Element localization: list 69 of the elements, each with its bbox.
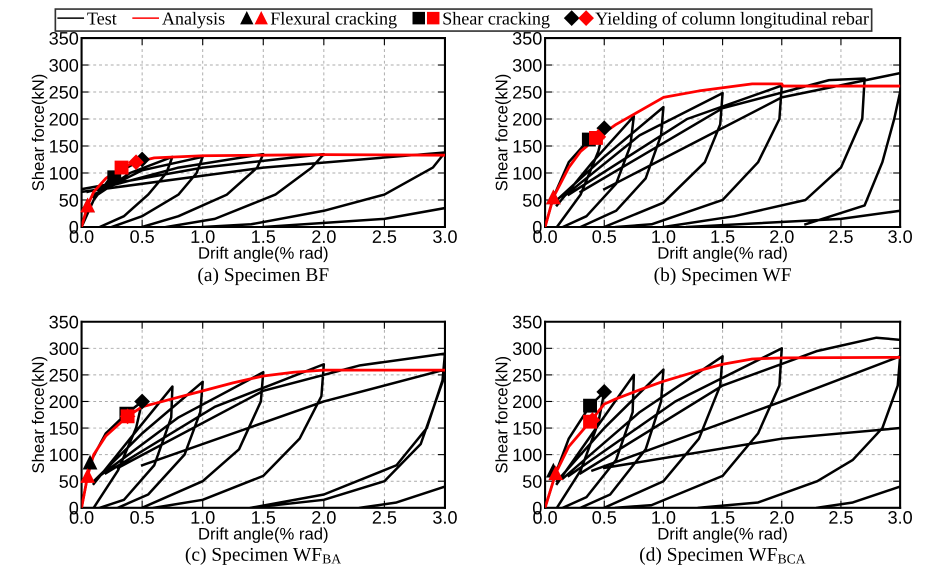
y-tick-label: 350 bbox=[512, 32, 542, 45]
text: (b) Specimen WF bbox=[654, 268, 791, 286]
x-tick-label: 2.5 bbox=[372, 511, 396, 524]
y-tick-label: 150 bbox=[50, 140, 78, 153]
y-tick-label: 250 bbox=[513, 86, 542, 99]
x-tick-label: 1.0 bbox=[652, 511, 676, 524]
y-tick-label: 350 bbox=[49, 316, 78, 328]
y-axis-title: Shear force(kN) bbox=[495, 356, 511, 473]
y-tick-label: 150 bbox=[514, 422, 542, 435]
y-tick-label: 50 bbox=[522, 194, 542, 207]
legend-label: Flexural cracking bbox=[270, 12, 397, 28]
y-tick-label: 300 bbox=[512, 342, 542, 356]
y-tick-label: 250 bbox=[50, 86, 78, 99]
text: (c) Specimen WF$_{BA}$ bbox=[186, 547, 342, 565]
x-axis-title: Drift angle(% rad) bbox=[199, 246, 328, 262]
y-tick-label: 250 bbox=[513, 368, 542, 382]
y-tick-label: 200 bbox=[50, 112, 78, 126]
x-tick-label: 1.5 bbox=[252, 511, 276, 524]
y-tick-label: 200 bbox=[50, 395, 78, 408]
y-axis-title: Shear force(kN) bbox=[32, 74, 48, 191]
x-tick-label: 1.0 bbox=[192, 230, 215, 244]
x-tick-label: 3.0 bbox=[433, 230, 457, 244]
x-tick-label: 2.5 bbox=[372, 230, 396, 244]
y-tick-label: 100 bbox=[50, 448, 78, 462]
x-tick-label: 3.0 bbox=[888, 511, 912, 524]
y-tick-label: 300 bbox=[49, 342, 78, 356]
y-tick-label: 50 bbox=[59, 194, 78, 207]
y-tick-label: 100 bbox=[50, 166, 78, 180]
x-tick-label: 3.0 bbox=[888, 230, 912, 244]
x-tick-label: 2.5 bbox=[829, 230, 853, 244]
x-axis-title: Drift angle(% rad) bbox=[199, 527, 328, 543]
x-axis-title: Drift angle(% rad) bbox=[658, 246, 787, 262]
y-tick-label: 300 bbox=[512, 58, 542, 72]
x-tick-label: 1.0 bbox=[652, 230, 676, 244]
x-tick-label: 1.5 bbox=[711, 230, 734, 244]
y-tick-label: 350 bbox=[512, 316, 542, 328]
y-tick-label: 250 bbox=[50, 368, 78, 382]
y-tick-label: 100 bbox=[514, 166, 542, 180]
y-tick-label: 150 bbox=[50, 422, 78, 435]
y-tick-label: 150 bbox=[514, 140, 542, 153]
y-tick-label: 200 bbox=[513, 395, 542, 408]
x-tick-label: 0.5 bbox=[130, 511, 154, 524]
x-tick-label: 3.0 bbox=[433, 511, 457, 524]
y-tick-label: 200 bbox=[513, 112, 542, 126]
y-tick-label: 50 bbox=[522, 475, 542, 488]
y-axis-title: Shear force(kN) bbox=[32, 356, 48, 473]
x-tick-label: 1.5 bbox=[711, 511, 734, 524]
x-tick-label: 1.5 bbox=[252, 230, 276, 244]
x-tick-label: 2.0 bbox=[312, 230, 336, 244]
y-tick-label: 350 bbox=[49, 32, 78, 45]
x-tick-label: 2.0 bbox=[770, 230, 794, 244]
x-tick-label: 1.0 bbox=[192, 511, 215, 524]
legend-label: Yielding of column longitudinal rebar bbox=[595, 12, 869, 28]
legend-label: Shear cracking bbox=[443, 12, 550, 28]
y-tick-label: 100 bbox=[514, 448, 542, 462]
x-tick-label: 2.5 bbox=[829, 511, 853, 524]
y-tick-label: 50 bbox=[59, 475, 78, 488]
x-tick-label: 2.0 bbox=[312, 511, 336, 524]
x-axis-title: Drift angle(% rad) bbox=[658, 527, 787, 543]
legend-label: Analysis bbox=[162, 12, 224, 28]
x-tick-label: 0.5 bbox=[130, 230, 154, 244]
text: (a) Specimen BF bbox=[198, 268, 328, 286]
x-tick-label: 0.5 bbox=[592, 230, 616, 244]
text: (d) Specimen WF$_{BCA}$ bbox=[640, 547, 806, 565]
x-tick-label: 0.5 bbox=[592, 511, 616, 524]
y-tick-label: 300 bbox=[49, 58, 78, 72]
legend-label: Test bbox=[87, 12, 117, 25]
y-axis-title: Shear force(kN) bbox=[495, 74, 511, 191]
x-tick-label: 2.0 bbox=[770, 511, 794, 524]
